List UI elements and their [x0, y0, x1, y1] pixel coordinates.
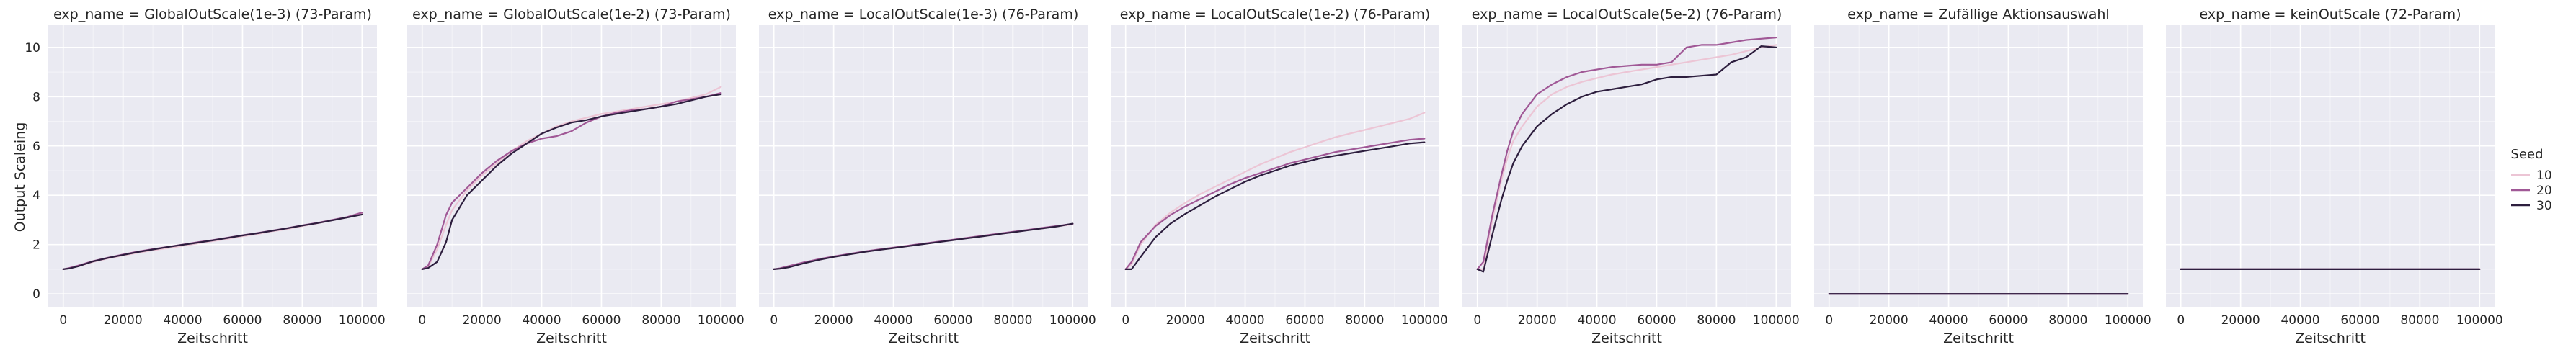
x-axis-label: Zeitschritt — [888, 330, 959, 346]
legend-label-seed-20: 20 — [2536, 184, 2552, 198]
x-tick-label: 0 — [1122, 313, 1129, 328]
x-tick-label: 20000 — [104, 313, 143, 328]
panel-4: exp_name = LocalOutScale(1e-2) (76-Param… — [1111, 6, 1448, 346]
series-line-seed-30 — [421, 93, 722, 270]
x-tick-label: 100000 — [2105, 313, 2151, 328]
x-tick-label: 20000 — [1870, 313, 1909, 328]
x-axis-label: Zeitschritt — [1591, 330, 1662, 346]
x-tick-label: 100000 — [339, 313, 386, 328]
x-tick-label: 20000 — [1518, 313, 1557, 328]
x-tick-label: 0 — [1473, 313, 1481, 328]
x-tick-label: 60000 — [933, 313, 972, 328]
x-tick-label: 20000 — [2221, 313, 2260, 328]
x-tick-label: 60000 — [582, 313, 621, 328]
panel-1: exp_name = GlobalOutScale(1e-3) (73-Para… — [25, 6, 385, 346]
series-line-seed-30 — [1124, 141, 1426, 270]
panel-title: exp_name = LocalOutScale(5e-2) (76-Param… — [1472, 6, 1782, 22]
x-tick-label: 100000 — [2456, 313, 2503, 328]
x-tick-label: 80000 — [283, 313, 321, 328]
series-line-seed-10 — [421, 86, 722, 270]
x-tick-label: 0 — [418, 313, 426, 328]
x-tick-label: 0 — [59, 313, 67, 328]
series-line-seed-30 — [773, 222, 1074, 270]
x-tick-label: 40000 — [522, 313, 561, 328]
y-tick-label: 10 — [25, 41, 40, 55]
y-tick-label: 2 — [32, 238, 40, 253]
x-tick-label: 60000 — [1285, 313, 1324, 328]
x-tick-label: 80000 — [2048, 313, 2087, 328]
x-tick-label: 60000 — [1989, 313, 2028, 328]
x-tick-label: 20000 — [463, 313, 502, 328]
panel-title: exp_name = Zufällige Aktionsauswahl — [1847, 6, 2109, 22]
series-line-seed-30 — [62, 213, 363, 270]
x-tick-label: 100000 — [1401, 313, 1448, 328]
panel-2: exp_name = GlobalOutScale(1e-2) (73-Para… — [407, 6, 745, 346]
series-line-seed-30 — [1476, 45, 1777, 273]
chart-panels: exp_name = GlobalOutScale(1e-3) (73-Para… — [25, 6, 2502, 346]
panel-6: exp_name = Zufällige Aktionsauswahl 0 2000… — [1814, 6, 2151, 346]
x-tick-label: 100000 — [1049, 313, 1096, 328]
panel-title: exp_name = LocalOutScale(1e-2) (76-Param… — [1120, 6, 1431, 22]
panel-title: exp_name = GlobalOutScale(1e-3) (73-Para… — [53, 6, 372, 22]
x-tick-label: 0 — [1825, 313, 1833, 328]
x-axis-label: Zeitschritt — [536, 330, 607, 346]
x-tick-label: 40000 — [1577, 313, 1616, 328]
x-tick-label: 40000 — [1225, 313, 1264, 328]
x-tick-label: 0 — [770, 313, 778, 328]
series-line-seed-10 — [1476, 44, 1777, 270]
panel-3: exp_name = LocalOutScale(1e-3) (76-Param… — [759, 6, 1096, 346]
x-tick-label: 60000 — [223, 313, 262, 328]
series-line-seed-20 — [421, 92, 722, 270]
x-axis-label: Zeitschritt — [1240, 330, 1310, 346]
x-tick-label: 20000 — [1166, 313, 1205, 328]
series-line-seed-20 — [1124, 138, 1426, 270]
x-tick-label: 40000 — [1929, 313, 1968, 328]
x-tick-label: 80000 — [993, 313, 1032, 328]
legend-label-seed-10: 10 — [2536, 168, 2552, 183]
x-axis-label: Zeitschritt — [1943, 330, 2014, 346]
series-line-seed-10 — [1124, 112, 1426, 270]
x-tick-label: 20000 — [814, 313, 853, 328]
x-tick-label: 60000 — [1637, 313, 1676, 328]
x-axis-label: Zeitschritt — [2295, 330, 2366, 346]
y-tick-label: 0 — [32, 287, 40, 302]
panel-7: exp_name = keinOutScale (72-Param) 0 20000… — [2166, 6, 2503, 346]
panel-5: exp_name = LocalOutScale(5e-2) (76-Param… — [1462, 6, 1800, 346]
y-tick-label: 4 — [32, 189, 40, 203]
legend-title: Seed — [2511, 147, 2544, 162]
panel-title: exp_name = keinOutScale (72-Param) — [2199, 6, 2461, 22]
x-tick-label: 40000 — [874, 313, 912, 328]
x-tick-label: 100000 — [1753, 313, 1800, 328]
x-tick-label: 100000 — [698, 313, 745, 328]
panel-title: exp_name = GlobalOutScale(1e-2) (73-Para… — [412, 6, 731, 22]
x-axis-label: Zeitschritt — [177, 330, 248, 346]
y-tick-label: 6 — [32, 140, 40, 154]
y-axis-label: Output Scaleing — [12, 122, 28, 233]
x-tick-label: 40000 — [2280, 313, 2319, 328]
x-tick-label: 60000 — [2340, 313, 2379, 328]
series-line-seed-20 — [1476, 36, 1777, 270]
x-tick-label: 80000 — [1345, 313, 1384, 328]
x-tick-label: 80000 — [1697, 313, 1736, 328]
panel-title: exp_name = LocalOutScale(1e-3) (76-Param… — [768, 6, 1079, 22]
x-tick-label: 80000 — [2400, 313, 2439, 328]
x-tick-label: 80000 — [641, 313, 680, 328]
x-tick-label: 40000 — [163, 313, 202, 328]
x-tick-label: 0 — [2177, 313, 2185, 328]
y-tick-label: 8 — [32, 90, 40, 104]
legend-label-seed-30: 30 — [2536, 199, 2552, 213]
